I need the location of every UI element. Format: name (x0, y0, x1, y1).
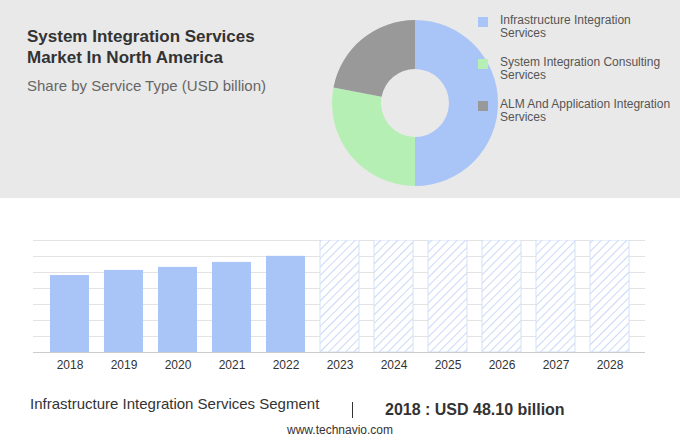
html-text:Infrastructure Integration Ser: Infrastructure Integration Services (500, 13, 631, 40)
html-text:System Integration Services Ma: System Integration Services Market In No… (27, 27, 255, 67)
svg-text:2026: 2026 (489, 358, 516, 372)
svg-text:2023: 2023 (327, 358, 354, 372)
html-text:System Integration Consulting: System Integration Consulting Services (500, 55, 661, 82)
html-text:ALM And Application Integratio: ALM And Application Integration Services (500, 97, 671, 124)
svg-text:2022: 2022 (273, 358, 300, 372)
svg-text:2021: 2021 (219, 358, 246, 372)
html-text:www.technavio.com: www.technavio.com (287, 423, 393, 437)
html-text:2018 : USD 48.10 billion: 2018 : USD 48.10 billion (385, 401, 565, 418)
html-text:Share by Service Type (USD bil: Share by Service Type (USD billion) (27, 77, 266, 94)
svg-text:2018: 2018 (57, 358, 84, 372)
svg-text:2027: 2027 (543, 358, 570, 372)
svg-text:2020: 2020 (165, 358, 192, 372)
svg-text:2028: 2028 (597, 358, 624, 372)
svg-text:2025: 2025 (435, 358, 462, 372)
svg-text:2019: 2019 (111, 358, 138, 372)
svg-text:2024: 2024 (381, 358, 408, 372)
html-text:Infrastructure Integration Ser: Infrastructure Integration Services Segm… (30, 395, 320, 412)
